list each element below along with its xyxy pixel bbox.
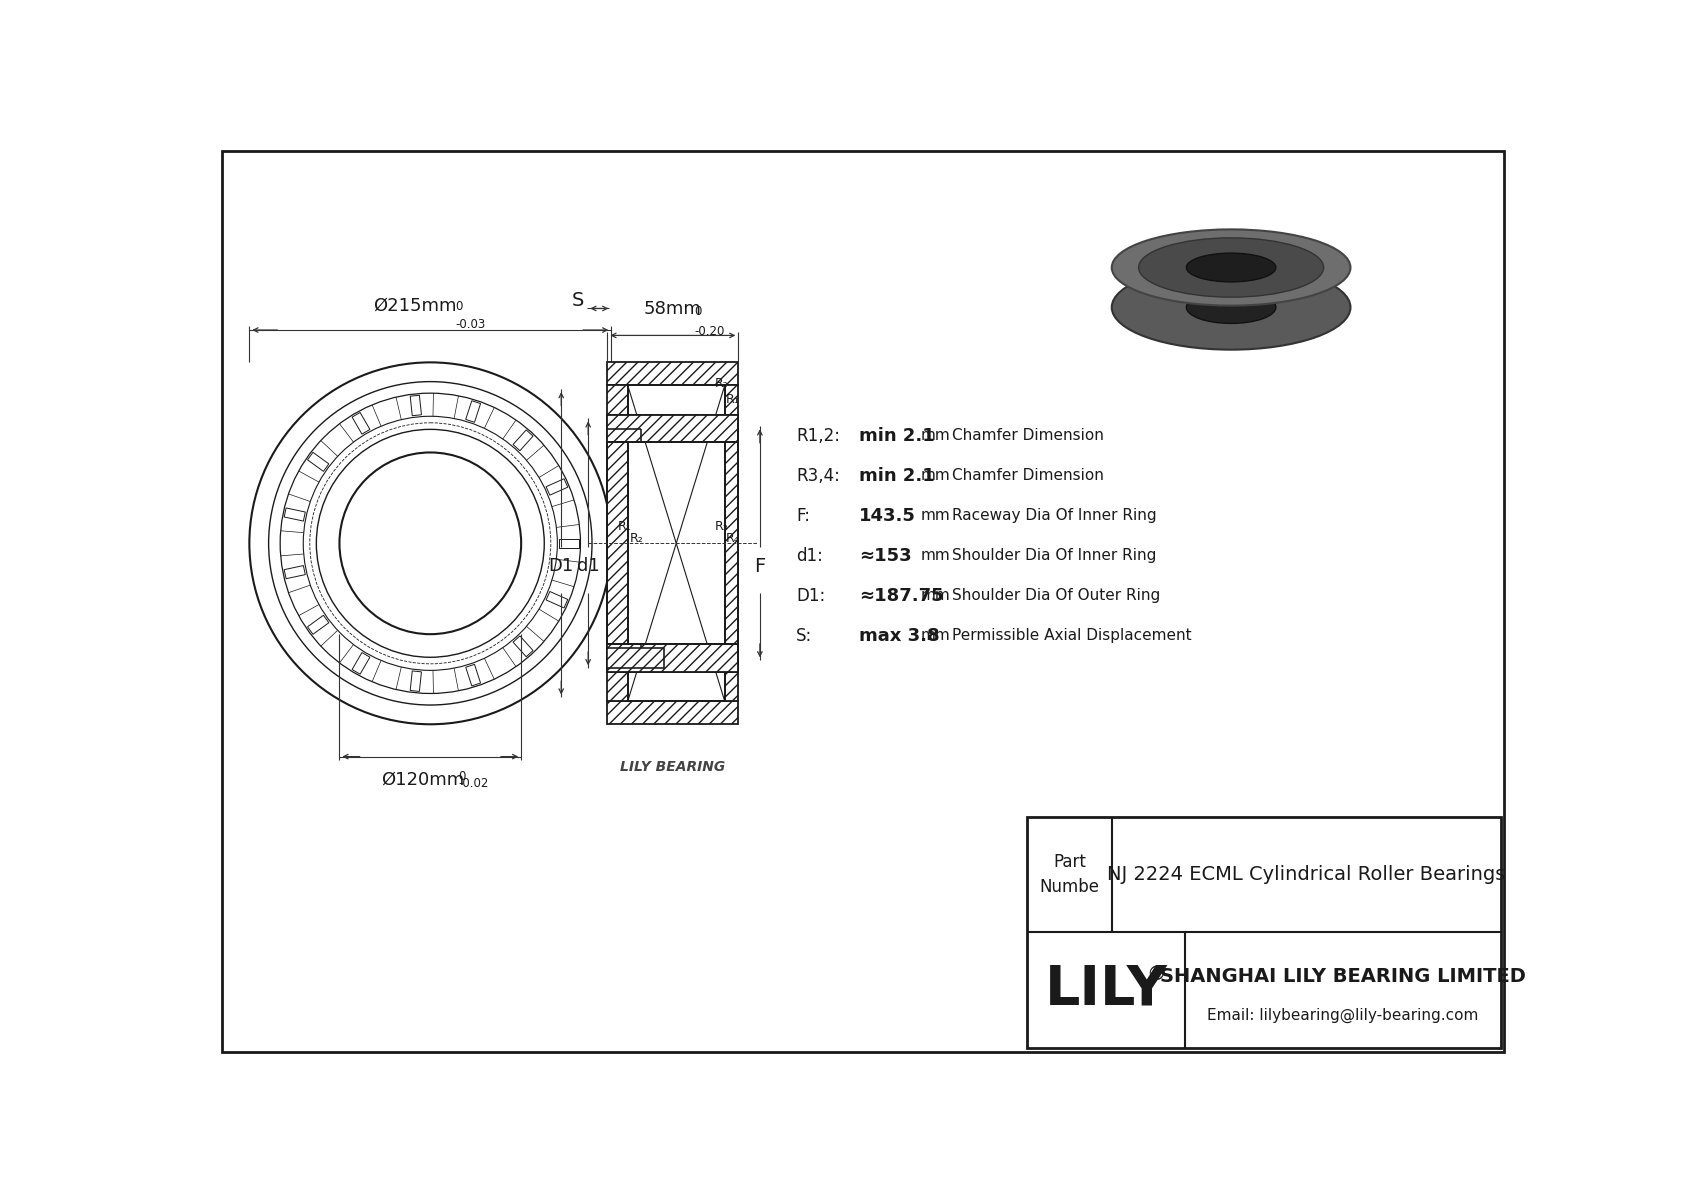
Bar <box>608 362 738 386</box>
Text: SHANGHAI LILY BEARING LIMITED: SHANGHAI LILY BEARING LIMITED <box>1160 967 1526 986</box>
Text: R3,4:: R3,4: <box>797 467 840 485</box>
Text: Shoulder Dia Of Inner Ring: Shoulder Dia Of Inner Ring <box>951 548 1155 563</box>
Text: mm: mm <box>921 628 950 643</box>
Text: F:: F: <box>797 506 810 524</box>
Ellipse shape <box>1111 264 1351 350</box>
Text: -0.20: -0.20 <box>694 325 724 337</box>
Text: mm: mm <box>921 548 950 563</box>
Text: 143.5: 143.5 <box>859 506 916 524</box>
Text: -0.02: -0.02 <box>458 778 488 791</box>
Ellipse shape <box>1138 238 1324 297</box>
Bar <box>608 644 738 672</box>
Text: Ø215mm: Ø215mm <box>374 297 456 314</box>
Text: D1:: D1: <box>797 587 825 605</box>
Text: LILY: LILY <box>1044 962 1167 1017</box>
Bar <box>608 386 628 701</box>
Text: R₂: R₂ <box>630 531 643 544</box>
Text: mm: mm <box>921 509 950 523</box>
Text: 0: 0 <box>455 300 463 313</box>
Text: R₄: R₄ <box>726 531 739 544</box>
Text: R₂: R₂ <box>714 378 727 391</box>
Text: -0.03: -0.03 <box>455 318 485 331</box>
Text: Part
Numbe: Part Numbe <box>1039 853 1100 896</box>
Ellipse shape <box>1111 230 1351 306</box>
Text: Ø120mm: Ø120mm <box>381 771 465 788</box>
Text: 0: 0 <box>694 305 702 318</box>
Text: d1: d1 <box>578 557 600 575</box>
Text: mm: mm <box>921 468 950 484</box>
Text: d1:: d1: <box>797 547 823 565</box>
Text: mm: mm <box>921 588 950 603</box>
Text: ®: ® <box>1147 965 1165 984</box>
Text: S: S <box>573 292 584 311</box>
Text: 58mm: 58mm <box>643 300 702 318</box>
Bar <box>608 665 738 672</box>
Text: mm: mm <box>921 428 950 443</box>
Text: Chamfer Dimension: Chamfer Dimension <box>951 468 1103 484</box>
Text: Chamfer Dimension: Chamfer Dimension <box>951 428 1103 443</box>
Text: 0: 0 <box>458 771 465 784</box>
Text: Shoulder Dia Of Outer Ring: Shoulder Dia Of Outer Ring <box>951 588 1160 603</box>
Text: R₁: R₁ <box>618 520 632 534</box>
Text: R1,2:: R1,2: <box>797 426 840 444</box>
Text: Email: lilybearing@lily-bearing.com: Email: lilybearing@lily-bearing.com <box>1207 1008 1479 1023</box>
Text: F: F <box>754 557 766 576</box>
Text: min 2.1: min 2.1 <box>859 426 935 444</box>
Ellipse shape <box>1186 254 1276 282</box>
Text: Permissible Axial Displacement: Permissible Axial Displacement <box>951 628 1191 643</box>
Text: R₃: R₃ <box>714 520 727 534</box>
Text: LILY BEARING: LILY BEARING <box>620 760 726 774</box>
Bar <box>724 386 738 701</box>
Bar <box>1027 817 1500 1048</box>
Bar <box>608 648 663 668</box>
Bar <box>608 701 738 724</box>
Text: ≈187.75: ≈187.75 <box>859 587 943 605</box>
Bar <box>608 414 738 442</box>
Text: NJ 2224 ECML Cylindrical Roller Bearings: NJ 2224 ECML Cylindrical Roller Bearings <box>1106 865 1505 884</box>
Text: D1: D1 <box>549 557 574 575</box>
Text: max 3.8: max 3.8 <box>859 626 940 644</box>
Bar <box>608 414 738 423</box>
Text: min 2.1: min 2.1 <box>859 467 935 485</box>
Text: ≈153: ≈153 <box>859 547 911 565</box>
Text: S:: S: <box>797 626 812 644</box>
Text: Raceway Dia Of Inner Ring: Raceway Dia Of Inner Ring <box>951 509 1157 523</box>
Ellipse shape <box>1186 292 1276 324</box>
Text: R₁: R₁ <box>726 393 739 406</box>
